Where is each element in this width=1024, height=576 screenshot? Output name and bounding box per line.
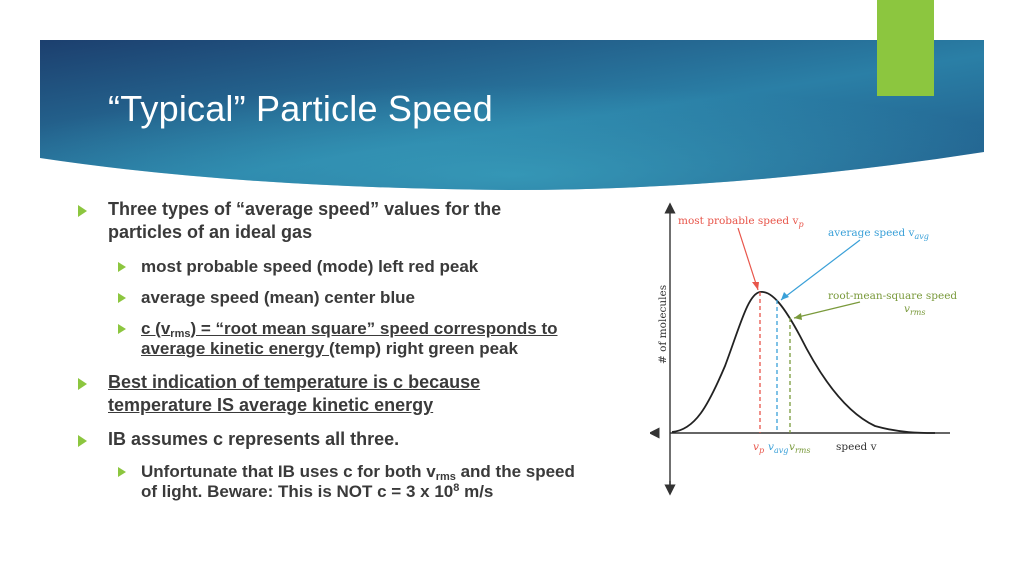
vrms-pointer-head [794, 313, 802, 320]
accent-tab [877, 0, 934, 96]
title-banner [40, 40, 984, 190]
vp-tick-label: vp [753, 441, 764, 455]
subbullet-rms: c (vrms) = “root mean square” speed corr… [118, 319, 558, 359]
rms-definition: c (vrms) = “root mean square” speed corr… [141, 319, 558, 340]
rms-label: root-mean-square speed [828, 290, 957, 302]
vrms-pointer [793, 301, 861, 319]
bullet-arrow-icon [118, 467, 126, 477]
rms-symbol-label: vrms [904, 303, 925, 317]
average-kinetic-energy-text: average kinetic energy [141, 339, 330, 358]
average-label: average speed vavg [828, 227, 929, 241]
exponent: 8 [453, 482, 460, 494]
subbullet-text: (temp) right green peak [329, 339, 518, 358]
bullet-arrow-icon [78, 205, 87, 217]
bullet-text: particles of an ideal gas [108, 222, 313, 242]
subbullet-text: m/s [459, 482, 494, 501]
vavg-pointer [780, 239, 861, 301]
vp-pointer-head [752, 282, 759, 290]
subbullet-text: most probable speed (mode) left red peak [141, 257, 479, 276]
bullet-ib-assumes: IB assumes c represents all three. [78, 428, 399, 451]
bullet-types-of-average: Three types of “average speed” values fo… [78, 198, 501, 244]
bullet-arrow-icon [78, 435, 87, 447]
vavg-tick-label: vavg [768, 441, 788, 455]
vavg-pointer-head [781, 292, 789, 300]
bullet-text: Best indication of temperature is c beca… [108, 372, 481, 392]
most-probable-label: most probable speed vp [678, 215, 804, 229]
banner-background [40, 40, 984, 190]
bullet-arrow-icon [78, 378, 87, 390]
subbullet-most-probable: most probable speed (mode) left red peak [118, 257, 478, 277]
bullet-text: temperature IS average kinetic energy [108, 395, 434, 415]
vp-pointer [737, 227, 759, 291]
bullet-text: Three types of “average speed” values fo… [108, 199, 502, 219]
subbullet-unfortunate: Unfortunate that IB uses c for both vrms… [118, 462, 575, 502]
bullet-best-indication: Best indication of temperature is c beca… [78, 371, 480, 417]
bullet-arrow-icon [118, 262, 126, 272]
x-axis-label: speed v [836, 441, 877, 453]
speed-distribution-chart: most probable speed vp average speed vav… [650, 202, 957, 496]
vrms-tick-label: vrms [789, 441, 810, 455]
bullet-text: IB assumes c represents all three. [108, 429, 400, 449]
bullet-arrow-icon [118, 293, 126, 303]
subbullet-text: and the speed [455, 462, 575, 481]
slide-title: “Typical” Particle Speed [108, 88, 493, 129]
subbullet-text: Unfortunate that IB uses c for both v [141, 462, 436, 481]
distribution-curve [671, 291, 936, 434]
bullet-arrow-icon [118, 324, 126, 334]
subbullet-average: average speed (mean) center blue [118, 288, 415, 308]
rms-subscript: rms [435, 471, 456, 483]
y-axis-label: # of molecules [657, 285, 669, 364]
subbullet-text: of light. Beware: This is NOT c = 3 x 10 [141, 482, 454, 501]
subbullet-text: average speed (mean) center blue [141, 288, 416, 307]
